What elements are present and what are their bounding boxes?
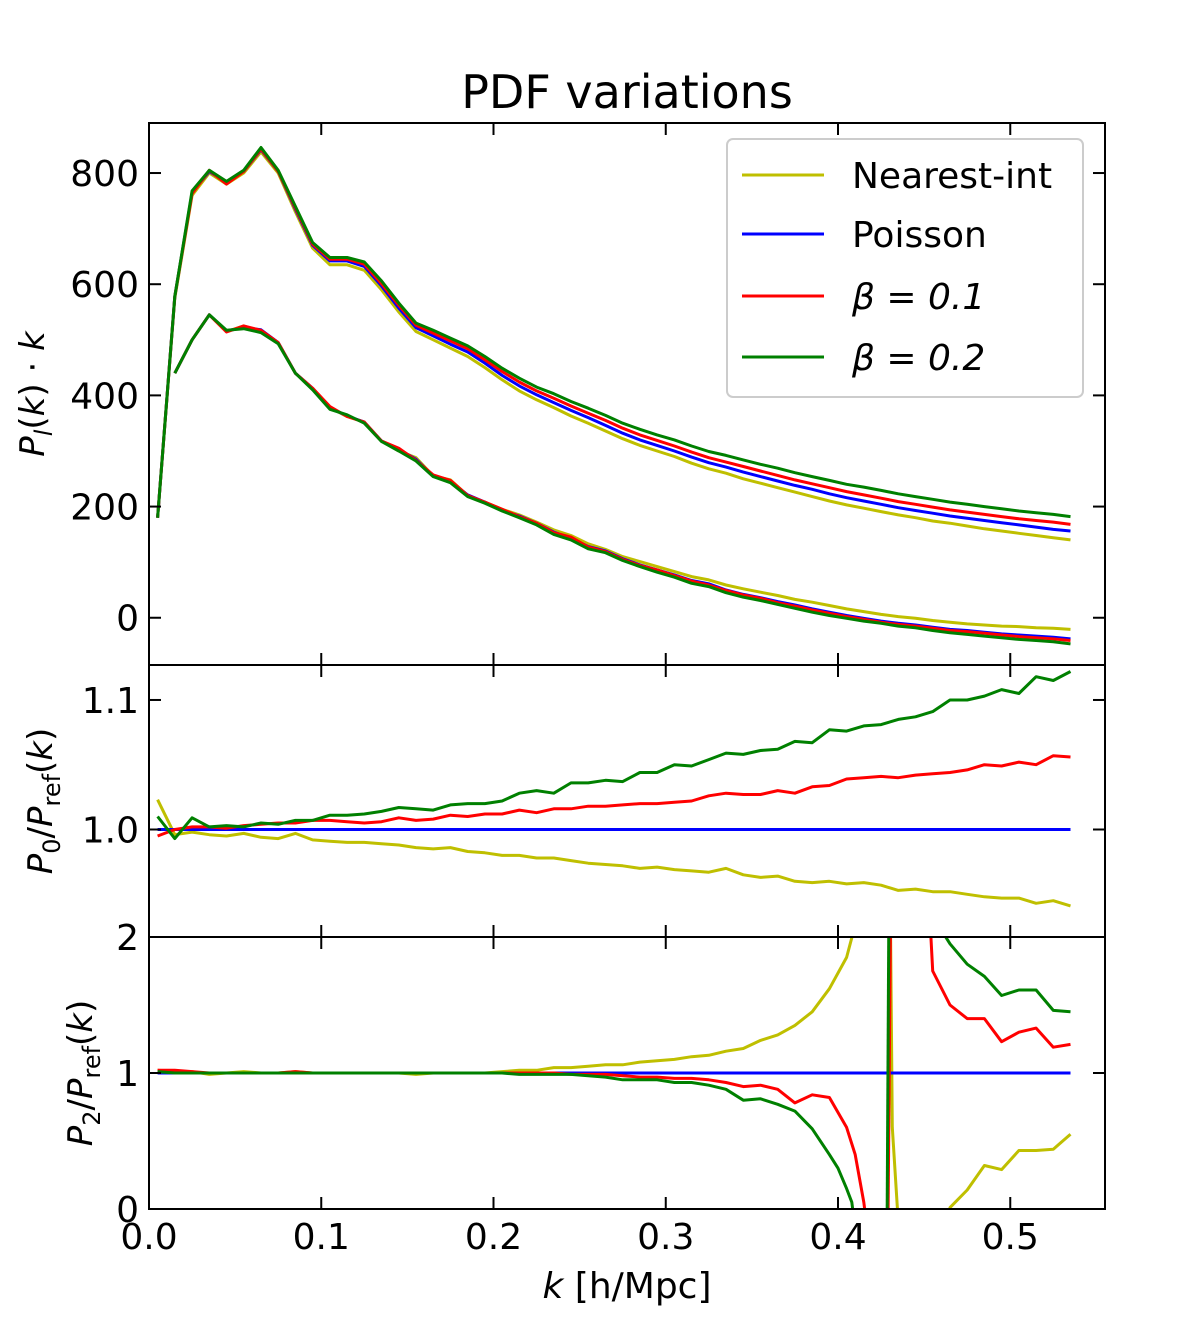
x-axis-label: k [h/Mpc]	[542, 1266, 711, 1307]
xtick-label: 0.3	[637, 1217, 694, 1258]
legend-label-poisson: Poisson	[852, 215, 987, 256]
middle-ytick-label: 1.1	[82, 681, 139, 722]
legend: Nearest-int Poisson β = 0.1 β = 0.2	[726, 138, 1084, 398]
middle-series-nearest-line-0	[156, 799, 1071, 908]
chart-title: PDF variations	[461, 65, 793, 119]
legend-label-beta-0-1: β = 0.1	[851, 277, 985, 318]
legend-label-nearest-int: Nearest-int	[852, 156, 1052, 197]
top-series	[156, 146, 1071, 646]
bottom-ytick-label: 2	[116, 918, 139, 959]
bottom-series-beta01-line-0	[157, 1068, 867, 1209]
top-y-axis-label: Pl(k) · k	[13, 330, 58, 457]
middle-series-beta01-line-0	[157, 754, 1071, 838]
bottom-series-nearest-line-2	[948, 1133, 1072, 1209]
bottom-series-nearest-line-0	[157, 937, 854, 1076]
bottom-series-beta02-line-1	[885, 937, 891, 1209]
top-ytick-label: 200	[70, 488, 139, 529]
top-series-beta02-line-0	[156, 146, 1071, 519]
xtick-label: 0.1	[293, 1217, 350, 1258]
xtick-label: 0.5	[982, 1217, 1039, 1258]
legend-label-beta-0-2: β = 0.2	[851, 338, 985, 379]
bottom-ytick-label: 1	[116, 1054, 139, 1095]
bottom-ytick-label: 0	[116, 1190, 139, 1231]
bottom-series-beta01-line-2	[929, 937, 1071, 1049]
top-series-beta02-line-1	[173, 313, 1071, 646]
xtick-label: 0.2	[465, 1217, 522, 1258]
bottom-series-beta02-line-2	[943, 937, 1071, 1014]
xtick-label: 0.0	[120, 1217, 177, 1258]
middle-ytick-label: 1.0	[82, 810, 139, 851]
middle-panel: 1.0 1.1	[82, 664, 1106, 938]
top-ytick-label: 600	[70, 265, 139, 306]
middle-series	[156, 670, 1072, 908]
top-ytick-label: 0	[116, 599, 139, 640]
bottom-panel: 0 1 2 0.0 0.1 0.2 0.3 0.4 0.5	[116, 918, 1106, 1258]
top-ytick-label: 800	[70, 154, 139, 195]
middle-y-axis-label: P0/Pref(k)	[21, 728, 66, 875]
xtick-label: 0.4	[809, 1217, 866, 1258]
top-panel: 0 200 400 600 800	[70, 122, 1106, 666]
top-ytick-label: 400	[70, 376, 139, 417]
bottom-y-axis-label: P2/Pref(k)	[61, 1000, 106, 1147]
middle-axes-frame	[148, 664, 1106, 938]
middle-series-beta02-line-0	[156, 670, 1072, 841]
legend-box	[726, 138, 1084, 398]
bottom-series-beta02-line-0	[157, 1070, 855, 1209]
bottom-series	[157, 937, 1072, 1209]
